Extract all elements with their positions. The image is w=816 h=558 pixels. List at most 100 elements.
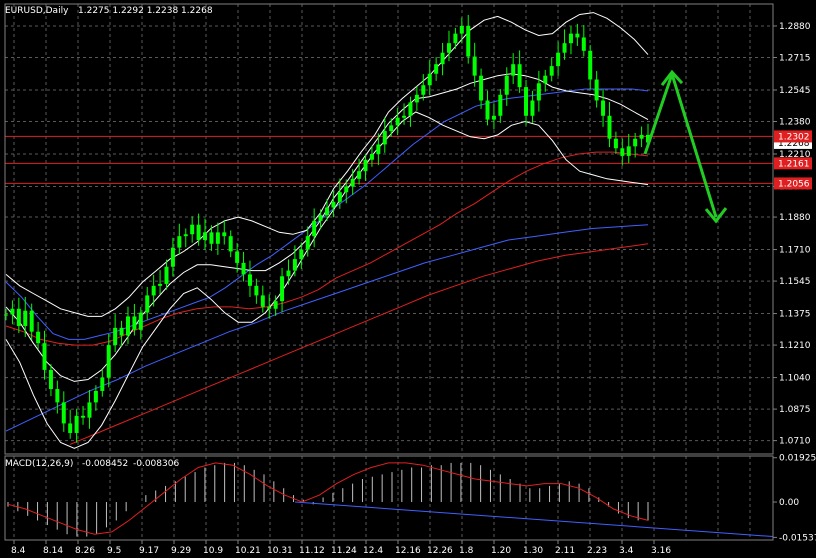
price-bar-body xyxy=(61,402,66,424)
price-bar-body xyxy=(395,117,400,126)
price-bar-body xyxy=(581,37,586,51)
time-axis-tick: 12.16 xyxy=(395,546,421,556)
price-bar-body xyxy=(292,259,297,271)
price-bar-body xyxy=(48,369,53,390)
price-bar-body xyxy=(466,25,471,57)
price-bar-body xyxy=(453,33,458,44)
time-axis-tick: 10.31 xyxy=(267,546,293,556)
price-bar-body xyxy=(344,186,349,193)
price-bar-body xyxy=(524,87,529,116)
price-bar-body xyxy=(273,301,278,309)
price-bar-body xyxy=(376,144,381,154)
price-tag-box xyxy=(774,130,812,143)
price-bar-body xyxy=(325,207,329,216)
price-bar-body xyxy=(55,389,60,403)
price-bar-body xyxy=(389,125,394,132)
price-bar-body xyxy=(382,131,387,145)
macd-main-value: -0.008452 xyxy=(82,459,128,469)
time-axis-tick: 8.4 xyxy=(11,546,26,556)
price-bar-body xyxy=(177,236,182,248)
price-bar-body xyxy=(196,224,201,240)
price-bar-body xyxy=(369,154,374,160)
price-bar-body xyxy=(305,236,310,250)
time-axis-tick: 2.11 xyxy=(555,546,575,556)
price-bar-body xyxy=(402,115,407,118)
price-axis-tick: 1.2715 xyxy=(779,54,811,64)
price-tag-label: 1.2056 xyxy=(778,179,810,189)
price-bar-body xyxy=(459,25,464,34)
price-bar-body xyxy=(125,316,130,336)
time-axis-tick: 12.4 xyxy=(363,546,383,556)
price-bar-body xyxy=(421,85,426,95)
price-bar-body xyxy=(620,148,625,156)
time-axis-tick: 3.16 xyxy=(651,546,671,556)
price-bar-body xyxy=(247,274,252,286)
price-bar-body xyxy=(10,308,15,315)
price-bar-body xyxy=(491,115,496,120)
price-bar-body xyxy=(337,192,342,202)
price-tag-box xyxy=(774,177,812,190)
price-bar-body xyxy=(280,276,285,302)
price-bar-body xyxy=(299,249,304,260)
macd-trendline xyxy=(294,501,774,538)
price-bar-body xyxy=(4,314,8,316)
price-axis-tick: 1.1545 xyxy=(779,277,811,287)
price-bar-body xyxy=(414,94,419,103)
price-axis-tick: 1.0710 xyxy=(779,437,811,447)
grid xyxy=(5,4,773,540)
price-bar-body xyxy=(42,343,47,370)
price-bar-body xyxy=(517,64,522,88)
price-axis-tick: 1.1880 xyxy=(779,213,811,223)
price-bar-body xyxy=(260,295,265,307)
price-bar-body xyxy=(151,285,156,296)
price-bar-body xyxy=(562,43,567,53)
price-axis-tick: 1.1710 xyxy=(779,246,811,256)
price-bar-body xyxy=(357,171,362,179)
price-bar-body xyxy=(267,306,272,309)
price-bar-body xyxy=(93,390,98,403)
price-bar-body xyxy=(36,331,41,344)
price-bar-body xyxy=(100,377,105,391)
price-bar-body xyxy=(594,79,599,101)
time-axis-tick: 1.20 xyxy=(491,546,511,556)
price-bar-body xyxy=(164,266,169,284)
macd-panel xyxy=(7,462,774,538)
price-bar-body xyxy=(235,251,240,263)
price-tag-label: 1.2302 xyxy=(778,132,810,142)
macd-axis-tick: -0.01537 xyxy=(779,533,816,543)
time-axis-tick: 1.8 xyxy=(459,546,474,556)
ohlc-values: 1.2275 1.2292 1.2238 1.2268 xyxy=(78,6,213,16)
macd-signal-value: -0.008306 xyxy=(133,459,179,469)
price-axis-tick: 1.0875 xyxy=(779,405,811,415)
price-bar-body xyxy=(132,316,137,330)
price-tag-label: 1.2161 xyxy=(778,159,810,169)
price-axis-tick: 1.2380 xyxy=(779,118,811,128)
price-bar-body xyxy=(228,236,233,252)
fast-red-ma-line xyxy=(5,151,649,346)
price-bar-body xyxy=(568,33,573,44)
time-axis-tick: 2.23 xyxy=(587,546,607,556)
macd-frame xyxy=(4,455,774,541)
price-bar-body xyxy=(543,75,548,84)
price-bar-body xyxy=(16,308,21,326)
price-bar-body xyxy=(29,310,34,332)
price-bar-body xyxy=(68,423,73,433)
time-axis-tick: 11.12 xyxy=(299,546,325,556)
forecast-arrow-up-head xyxy=(660,69,684,87)
price-tag-box xyxy=(774,157,812,170)
price-bar-body xyxy=(434,64,439,74)
forecast-arrow-down-head xyxy=(704,207,728,224)
price-bar-body xyxy=(241,262,246,275)
price-bar-body xyxy=(209,232,214,244)
price-bar-body xyxy=(286,270,291,277)
price-bar-body xyxy=(530,100,535,116)
price-bar-body xyxy=(170,247,175,267)
price-bar-body xyxy=(215,232,220,244)
price-bar-body xyxy=(158,283,163,286)
price-bar-body xyxy=(613,138,618,149)
time-axis-tick: 3.4 xyxy=(619,546,634,556)
macd-axis-tick: 0.00 xyxy=(779,498,799,508)
price-bar-body xyxy=(607,115,612,139)
